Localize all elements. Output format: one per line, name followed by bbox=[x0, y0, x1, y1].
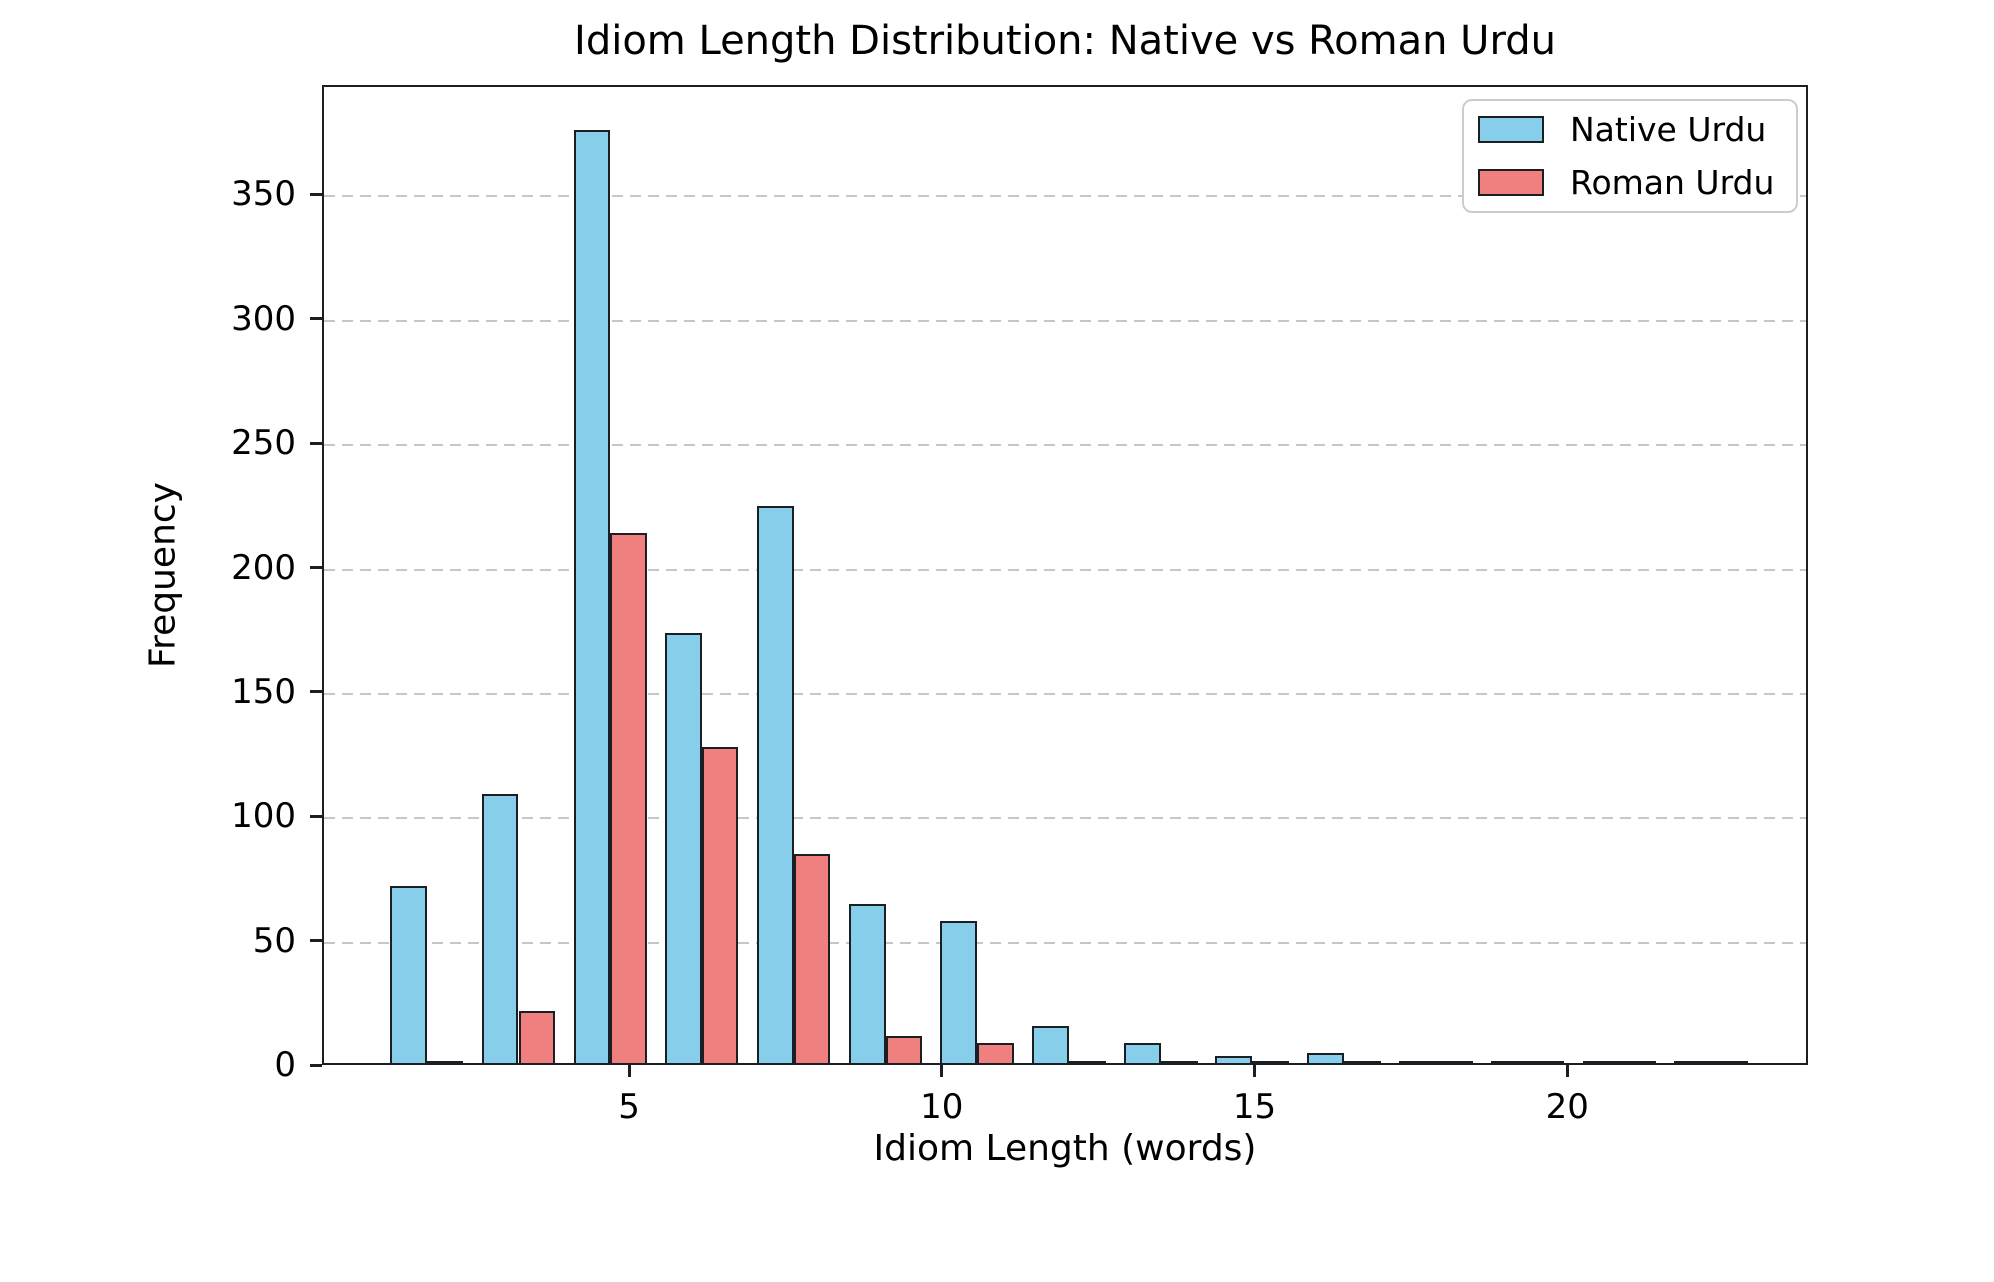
bar-roman-urdu-bin1 bbox=[426, 1061, 464, 1063]
bar-roman-urdu-bin4 bbox=[701, 747, 739, 1063]
bar-roman-urdu-bin15 bbox=[1711, 1061, 1748, 1063]
x-tick-label-15: 15 bbox=[1232, 1087, 1277, 1127]
bar-roman-urdu-bin2 bbox=[518, 1010, 556, 1063]
y-tick-150 bbox=[310, 690, 322, 694]
x-tick-5 bbox=[627, 1065, 631, 1077]
bar-roman-urdu-bin8 bbox=[1068, 1061, 1106, 1063]
y-tick-label-200: 200 bbox=[231, 547, 296, 588]
bar-roman-urdu-bin11 bbox=[1344, 1061, 1381, 1063]
x-tick-label-5: 5 bbox=[618, 1087, 640, 1127]
y-tick-100 bbox=[310, 814, 322, 818]
gridline-y-350 bbox=[324, 195, 1806, 198]
x-axis-label: Idiom Length (words) bbox=[873, 1128, 1257, 1169]
bar-native-urdu-bin3 bbox=[573, 130, 611, 1063]
x-tick-15 bbox=[1253, 1065, 1256, 1077]
bar-native-urdu-bin13 bbox=[1490, 1061, 1528, 1063]
y-tick-label-50: 50 bbox=[252, 920, 296, 961]
gridline-y-250 bbox=[324, 444, 1806, 447]
y-tick-250 bbox=[310, 441, 322, 445]
bar-native-urdu-bin6 bbox=[848, 903, 886, 1063]
legend-label-roman-urdu: Roman Urdu bbox=[1570, 163, 1775, 202]
y-tick-label-150: 150 bbox=[231, 671, 296, 712]
legend: Native Urdu Roman Urdu bbox=[1462, 99, 1798, 213]
bar-native-urdu-bin7 bbox=[940, 921, 977, 1063]
y-tick-label-300: 300 bbox=[231, 298, 296, 339]
bar-native-urdu-bin2 bbox=[481, 794, 519, 1063]
y-tick-0 bbox=[310, 1063, 322, 1067]
bar-native-urdu-bin8 bbox=[1032, 1025, 1069, 1063]
y-tick-200 bbox=[310, 566, 322, 570]
x-tick-10 bbox=[940, 1065, 944, 1077]
bar-native-urdu-bin5 bbox=[756, 505, 794, 1063]
bar-roman-urdu-bin6 bbox=[885, 1035, 923, 1063]
gridline-y-300 bbox=[324, 319, 1806, 322]
bar-native-urdu-bin15 bbox=[1674, 1060, 1712, 1063]
bar-roman-urdu-bin3 bbox=[610, 533, 648, 1063]
chart-title: Idiom Length Distribution: Native vs Rom… bbox=[574, 18, 1556, 64]
y-tick-label-0: 0 bbox=[274, 1045, 296, 1085]
bar-native-urdu-bin4 bbox=[665, 632, 702, 1063]
bar-native-urdu-bin11 bbox=[1307, 1053, 1345, 1063]
bar-native-urdu-bin10 bbox=[1215, 1055, 1253, 1063]
y-tick-label-250: 250 bbox=[231, 423, 296, 464]
bar-roman-urdu-bin7 bbox=[976, 1043, 1014, 1063]
bar-native-urdu-bin14 bbox=[1582, 1061, 1620, 1063]
bar-roman-urdu-bin12 bbox=[1435, 1061, 1473, 1063]
y-tick-300 bbox=[310, 317, 322, 321]
bar-native-urdu-bin1 bbox=[389, 886, 427, 1063]
gridline-y-50 bbox=[324, 941, 1806, 944]
bar-roman-urdu-bin13 bbox=[1527, 1061, 1564, 1063]
roman-urdu-swatch-icon bbox=[1478, 169, 1544, 196]
y-tick-50 bbox=[310, 939, 322, 943]
gridline-y-100 bbox=[324, 817, 1806, 820]
bar-native-urdu-bin9 bbox=[1124, 1043, 1161, 1063]
bar-roman-urdu-bin5 bbox=[793, 854, 831, 1063]
gridline-y-200 bbox=[324, 568, 1806, 571]
plot-area bbox=[322, 85, 1808, 1065]
bar-roman-urdu-bin10 bbox=[1252, 1061, 1289, 1063]
x-tick-label-20: 20 bbox=[1545, 1087, 1589, 1127]
native-urdu-swatch-icon bbox=[1478, 116, 1544, 143]
y-tick-label-100: 100 bbox=[231, 796, 296, 837]
bar-roman-urdu-bin14 bbox=[1619, 1061, 1656, 1063]
x-tick-label-10: 10 bbox=[920, 1087, 964, 1127]
y-tick-350 bbox=[310, 192, 322, 196]
y-tick-label-350: 350 bbox=[231, 174, 296, 215]
legend-label-native-urdu: Native Urdu bbox=[1570, 110, 1767, 149]
gridline-y-150 bbox=[324, 692, 1806, 695]
legend-item-roman-urdu: Roman Urdu bbox=[1478, 163, 1796, 202]
x-tick-20 bbox=[1565, 1065, 1569, 1077]
legend-item-native-urdu: Native Urdu bbox=[1478, 110, 1796, 149]
bar-native-urdu-bin12 bbox=[1399, 1061, 1436, 1063]
bar-roman-urdu-bin9 bbox=[1160, 1061, 1198, 1063]
